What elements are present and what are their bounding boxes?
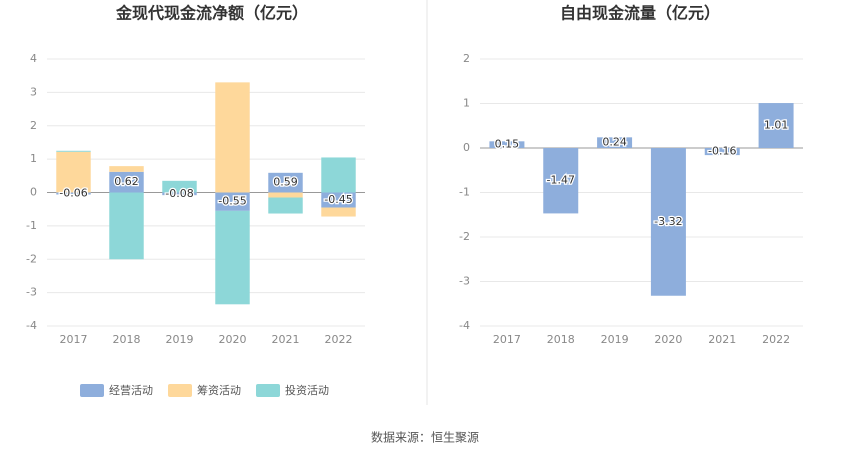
legend-label: 经营活动: [109, 383, 153, 397]
bar: [321, 192, 356, 208]
legend-swatch: [80, 384, 104, 397]
y-tick-label: 2: [30, 119, 37, 132]
bar: [109, 171, 144, 193]
x-tick-label: 2018: [113, 333, 141, 346]
x-tick-label: 2020: [654, 333, 682, 346]
legend-swatch: [168, 384, 192, 397]
source: 数据来源：恒生聚源: [371, 430, 479, 445]
data-label: -0.55: [218, 195, 246, 208]
y-tick-label: -1: [459, 186, 470, 199]
x-tick-label: 2019: [601, 333, 629, 346]
bar: [704, 148, 740, 156]
y-tick-label: 2: [463, 52, 470, 65]
bar: [215, 210, 250, 305]
y-tick-label: 4: [30, 52, 37, 65]
y-tick-label: -2: [459, 230, 470, 243]
y-tick-label: -3: [26, 286, 37, 299]
bar: [489, 141, 525, 148]
y-tick-label: -1: [26, 219, 37, 232]
data-label: 0.15: [495, 138, 520, 151]
data-label: 1.01: [764, 119, 789, 132]
y-tick-label: -2: [26, 252, 37, 265]
y-tick-label: -4: [459, 319, 470, 332]
bar: [215, 82, 250, 193]
y-tick-label: 0: [30, 186, 37, 199]
bar: [162, 192, 197, 196]
y-tick-label: 1: [463, 97, 470, 110]
x-tick-label: 2019: [166, 333, 194, 346]
x-tick-label: 2022: [325, 333, 353, 346]
bar: [109, 192, 144, 260]
bar: [215, 192, 250, 211]
bar: [597, 137, 633, 148]
chart-title: 自由现金流量（亿元）: [560, 4, 720, 23]
bar: [268, 197, 303, 214]
bar: [56, 192, 91, 195]
bar: [56, 150, 91, 152]
bar: [109, 166, 144, 172]
legend-label: 投资活动: [285, 383, 329, 397]
data-label: -0.08: [165, 187, 193, 200]
y-tick-label: 3: [30, 85, 37, 98]
x-tick-label: 2022: [762, 333, 790, 346]
bar: [758, 103, 794, 148]
y-tick-label: -4: [26, 319, 37, 332]
x-tick-label: 2021: [272, 333, 300, 346]
data-label: -0.06: [59, 187, 87, 200]
y-tick-label: 0: [463, 141, 470, 154]
x-tick-label: 2017: [60, 333, 88, 346]
bar: [543, 148, 579, 214]
data-label: -0.45: [324, 193, 352, 206]
x-tick-label: 2018: [547, 333, 575, 346]
bar: [321, 157, 356, 193]
y-tick-label: 1: [30, 152, 37, 165]
bar: [321, 207, 356, 217]
data-label: -3.32: [654, 215, 682, 228]
bar: [268, 172, 303, 193]
data-label: 0.24: [602, 136, 627, 149]
legend-swatch: [256, 384, 280, 397]
bar: [650, 148, 686, 296]
bar: [162, 180, 197, 193]
x-tick-label: 2021: [708, 333, 736, 346]
data-label: 0.62: [114, 175, 139, 188]
data-label: -0.16: [708, 145, 736, 158]
data-label: -1.47: [547, 174, 575, 187]
legend-label: 筹资活动: [197, 383, 241, 397]
data-label: 0.59: [273, 176, 298, 189]
x-tick-label: 2020: [219, 333, 247, 346]
chart-title: 金现代现金流净额（亿元）: [115, 4, 308, 23]
bar: [56, 151, 91, 193]
y-tick-label: -3: [459, 275, 470, 288]
bar: [268, 192, 303, 198]
x-tick-label: 2017: [493, 333, 521, 346]
